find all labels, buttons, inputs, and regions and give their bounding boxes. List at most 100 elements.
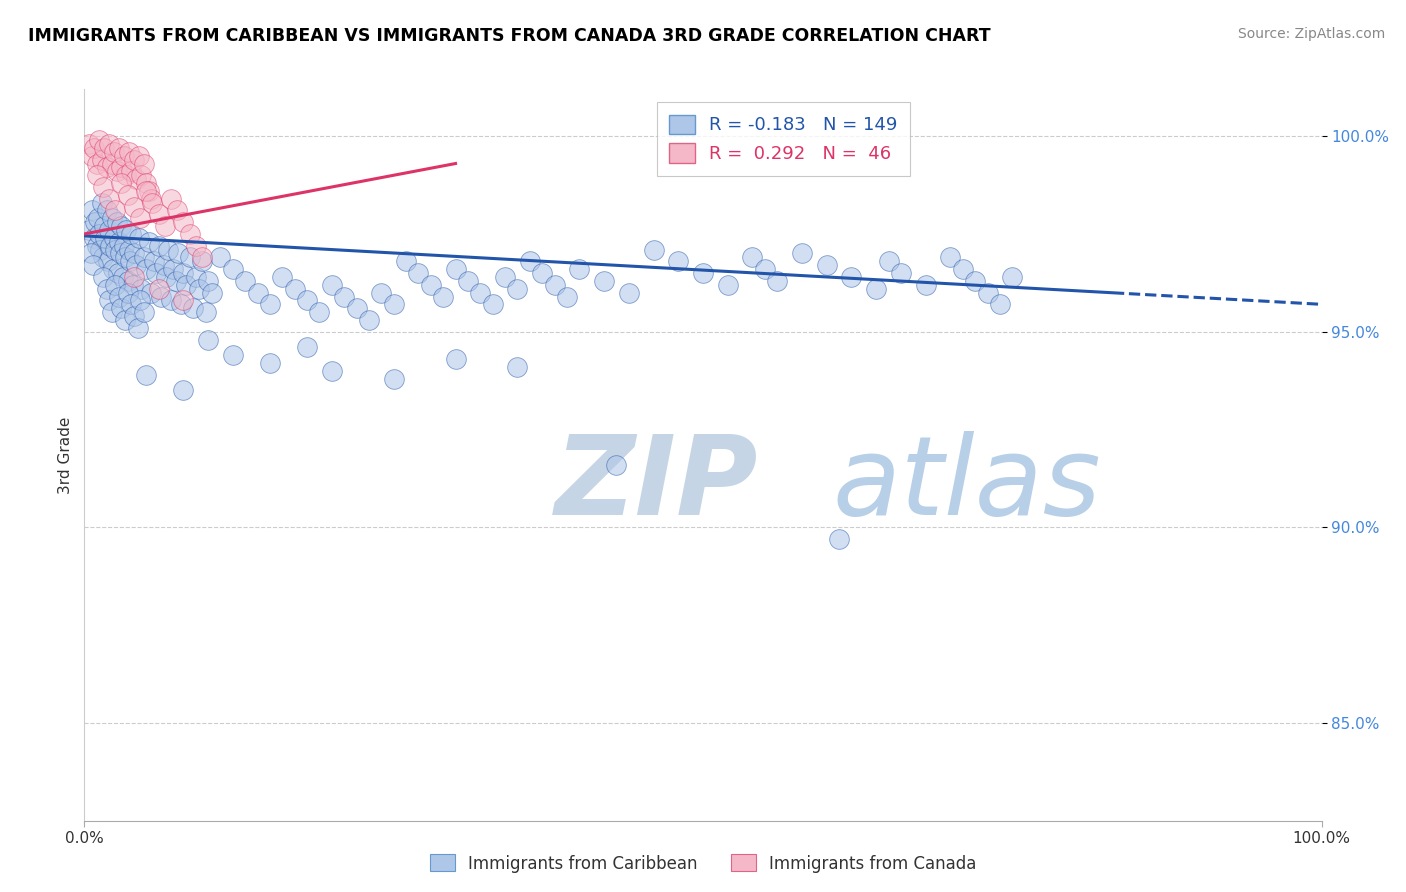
Point [98, 223, 121, 237]
Point [110, 161, 132, 175]
Point [444, 352, 467, 367]
Point [122, 200, 145, 214]
Point [105, 164, 128, 178]
Point [148, 238, 170, 252]
Point [91, 251, 114, 265]
Point [138, 235, 160, 249]
Point [132, 156, 155, 170]
Point [128, 231, 150, 245]
Point [321, 364, 343, 378]
Point [555, 289, 578, 303]
Point [162, 262, 184, 277]
Point [184, 269, 207, 284]
Point [150, 289, 173, 303]
Point [141, 285, 163, 300]
Point [419, 277, 441, 292]
Point [790, 246, 813, 260]
Point [506, 359, 529, 374]
Point [444, 262, 467, 277]
Point [112, 149, 135, 163]
Y-axis label: 3rd Grade: 3rd Grade [58, 417, 73, 493]
Point [120, 164, 142, 178]
Point [593, 274, 616, 288]
Point [120, 254, 142, 268]
Point [692, 266, 714, 280]
Point [153, 219, 176, 233]
Point [98, 238, 121, 252]
Point [155, 269, 177, 284]
Legend: R = -0.183   N = 149, R =  0.292   N =  46: R = -0.183 N = 149, R = 0.292 N = 46 [657, 102, 910, 176]
Point [519, 254, 541, 268]
Point [98, 192, 121, 206]
Point [117, 285, 139, 300]
Point [105, 215, 128, 229]
Point [108, 235, 131, 249]
Point [129, 211, 152, 226]
Point [91, 180, 114, 194]
Point [83, 141, 105, 155]
Point [141, 192, 163, 206]
Point [568, 262, 591, 277]
Point [506, 282, 529, 296]
Point [271, 269, 294, 284]
Point [94, 231, 117, 245]
Point [93, 141, 115, 155]
Point [172, 293, 194, 308]
Point [86, 156, 108, 170]
Point [104, 277, 127, 292]
Point [470, 285, 492, 300]
Point [84, 215, 107, 229]
Point [127, 320, 149, 334]
Point [114, 251, 136, 265]
Point [125, 172, 148, 186]
Point [108, 141, 131, 155]
Text: IMMIGRANTS FROM CARIBBEAN VS IMMIGRANTS FROM CANADA 3RD GRADE CORRELATION CHART: IMMIGRANTS FROM CARIBBEAN VS IMMIGRANTS … [28, 27, 991, 45]
Point [145, 266, 167, 280]
Point [98, 136, 121, 151]
Point [543, 277, 565, 292]
Point [167, 246, 190, 260]
Point [209, 251, 232, 265]
Point [890, 266, 912, 280]
Point [108, 289, 131, 303]
Point [120, 227, 142, 241]
Point [246, 285, 269, 300]
Point [432, 289, 454, 303]
Point [79, 136, 101, 151]
Point [93, 219, 115, 233]
Point [181, 301, 204, 316]
Point [129, 282, 152, 296]
Point [321, 277, 343, 292]
Point [101, 262, 124, 277]
Point [233, 274, 256, 288]
Point [152, 258, 174, 272]
Point [170, 297, 193, 311]
Point [141, 195, 163, 210]
Point [766, 274, 789, 288]
Point [115, 223, 138, 237]
Point [259, 297, 281, 311]
Point [80, 203, 103, 218]
Point [122, 269, 145, 284]
Point [605, 458, 627, 472]
Point [132, 305, 155, 319]
Point [308, 305, 330, 319]
Point [125, 258, 148, 272]
Point [172, 384, 194, 398]
Point [135, 262, 157, 277]
Text: ZIP: ZIP [554, 431, 758, 538]
Point [135, 176, 157, 190]
Point [184, 238, 207, 252]
Point [132, 251, 155, 265]
Point [110, 301, 132, 316]
Point [91, 269, 114, 284]
Point [129, 293, 152, 308]
Point [179, 227, 201, 241]
Point [100, 156, 122, 170]
Point [988, 297, 1011, 311]
Point [494, 269, 516, 284]
Point [97, 254, 120, 268]
Point [865, 282, 887, 296]
Point [939, 251, 962, 265]
Point [96, 282, 118, 296]
